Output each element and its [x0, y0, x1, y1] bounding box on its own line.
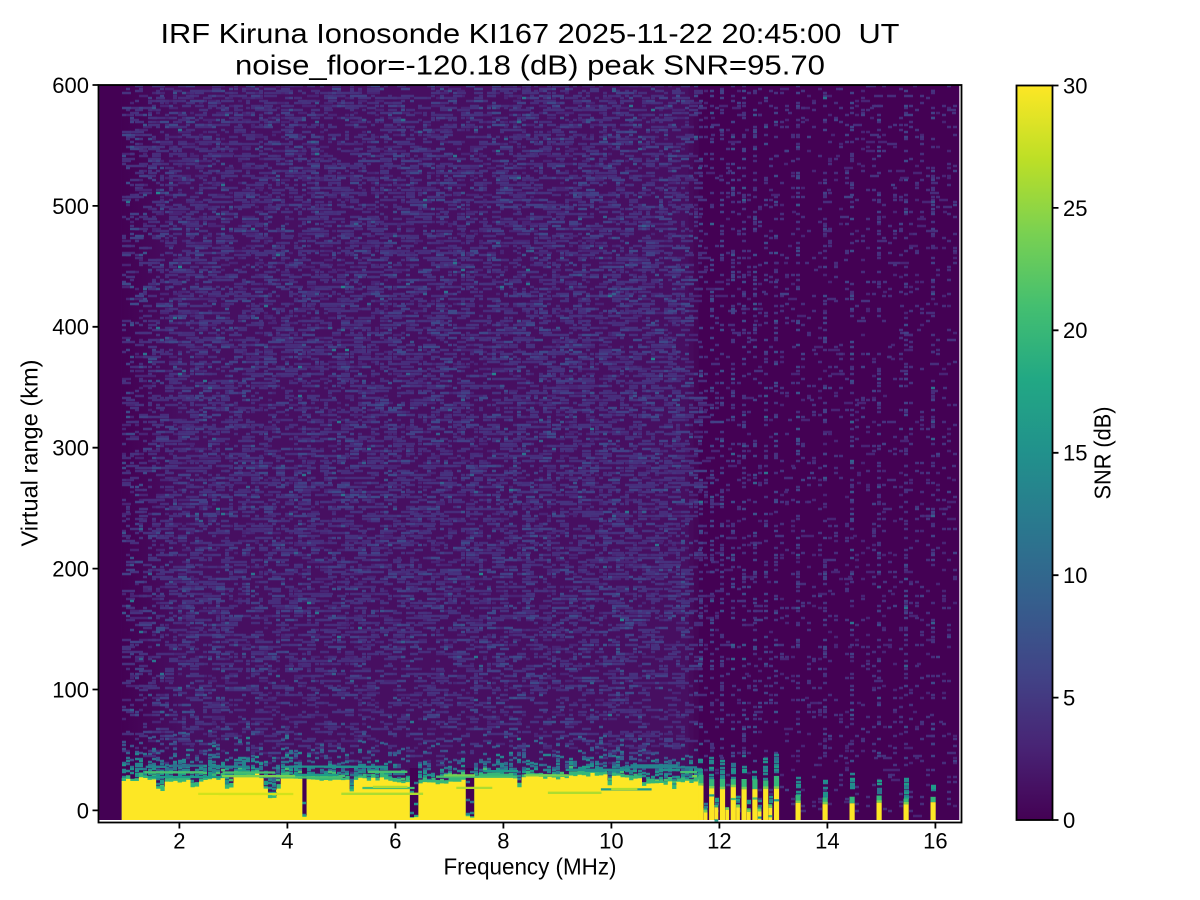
svg-text:12: 12 [707, 829, 731, 854]
svg-text:IRF Kiruna Ionosonde KI167 202: IRF Kiruna Ionosonde KI167 2025-11-22 20… [161, 18, 900, 49]
svg-text:0: 0 [77, 798, 89, 823]
svg-text:0: 0 [1063, 808, 1075, 833]
svg-text:5: 5 [1063, 686, 1075, 711]
svg-text:noise_floor=-120.18 (dB) peak: noise_floor=-120.18 (dB) peak SNR=95.70 [235, 50, 825, 81]
svg-text:200: 200 [52, 557, 89, 582]
svg-text:10: 10 [599, 829, 623, 854]
svg-text:14: 14 [815, 829, 839, 854]
svg-text:8: 8 [497, 829, 509, 854]
svg-text:10: 10 [1063, 563, 1087, 588]
svg-text:4: 4 [281, 829, 293, 854]
svg-text:Virtual range (km): Virtual range (km) [17, 360, 43, 547]
svg-text:600: 600 [52, 73, 89, 98]
svg-text:400: 400 [52, 315, 89, 340]
svg-text:16: 16 [923, 829, 947, 854]
svg-text:Frequency (MHz): Frequency (MHz) [444, 854, 617, 880]
svg-text:6: 6 [389, 829, 401, 854]
svg-text:300: 300 [52, 436, 89, 461]
svg-text:2: 2 [173, 829, 185, 854]
svg-text:20: 20 [1063, 318, 1087, 343]
svg-text:500: 500 [52, 194, 89, 219]
svg-text:30: 30 [1063, 73, 1087, 98]
svg-text:25: 25 [1063, 196, 1087, 221]
svg-text:15: 15 [1063, 441, 1087, 466]
svg-text:SNR (dB): SNR (dB) [1090, 407, 1116, 500]
svg-text:100: 100 [52, 677, 89, 702]
